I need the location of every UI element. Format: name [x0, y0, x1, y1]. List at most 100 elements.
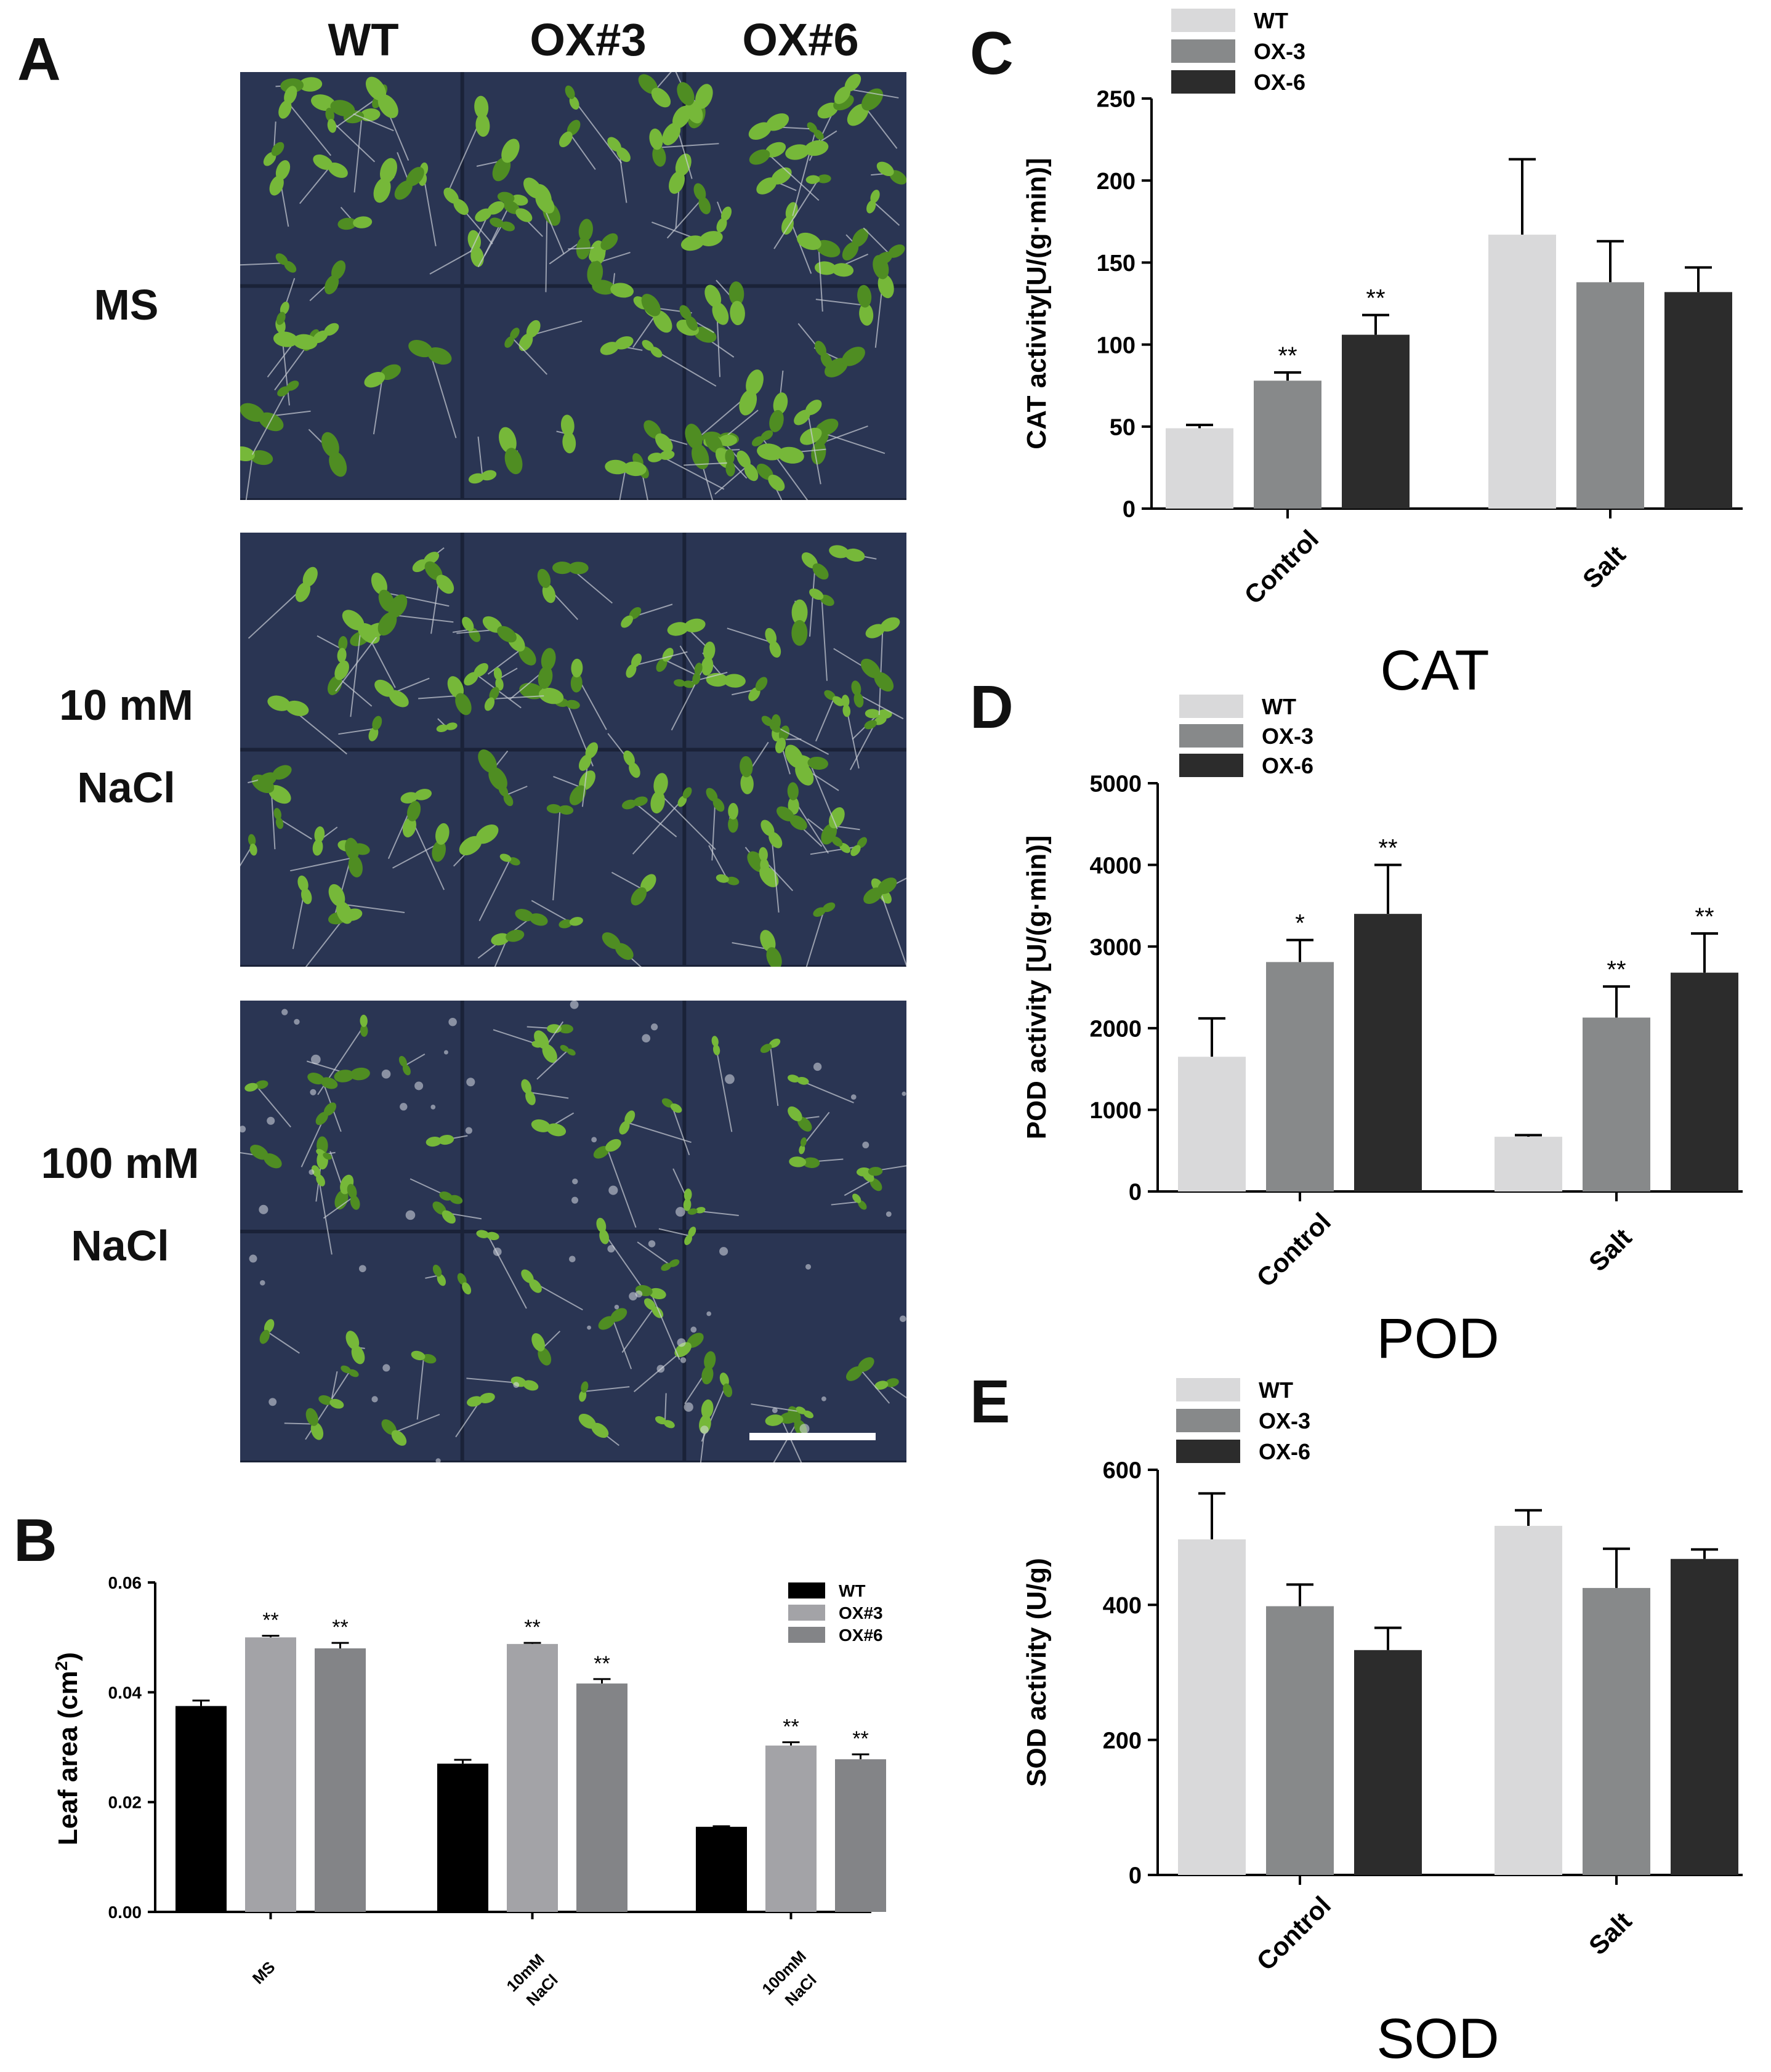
seedling-leaf: [760, 820, 775, 836]
seedling-leaf: [323, 1152, 332, 1160]
seedling: [316, 1148, 332, 1160]
seedling-leaf: [610, 283, 634, 298]
dead-seedling-speck: [443, 1050, 448, 1055]
seedling: [492, 139, 520, 182]
seedling-leaf: [842, 704, 851, 717]
seedling: [813, 902, 836, 917]
seedling-leaf: [711, 1036, 719, 1047]
seedling-leaf: [839, 842, 851, 853]
seedling-leaf: [285, 700, 309, 717]
seedling: [739, 369, 764, 416]
seedling-photo-10mm-nacl: [240, 533, 906, 967]
seedling: [621, 796, 648, 810]
seedling-leaf: [695, 1207, 706, 1214]
seedling-leaf: [546, 1123, 567, 1137]
seedling-leaf: [267, 695, 291, 711]
seedling-leaf: [850, 845, 861, 857]
seedling-leaf: [651, 87, 671, 108]
dead-seedling-speck: [902, 1091, 906, 1096]
seedling-leaf: [464, 672, 478, 686]
seedling-leaf: [644, 1298, 656, 1310]
seedling-leaf: [318, 1395, 333, 1405]
seedling-leaf: [271, 142, 284, 156]
row-label-10mm: 10 mM NaCl: [28, 664, 225, 829]
seedling-leaf: [602, 932, 621, 949]
y-tick-label: 4000: [1089, 853, 1142, 879]
seedling-leaf: [525, 1090, 536, 1105]
seedling: [797, 232, 841, 257]
seedling-leaf: [736, 450, 751, 468]
seedling-leaf: [865, 624, 886, 639]
seedling-leaf: [443, 187, 459, 204]
dead-seedling-speck: [772, 1408, 778, 1413]
seedling-leaf: [244, 1082, 258, 1092]
seedling-leaf: [442, 1210, 456, 1224]
seedling: [684, 1227, 696, 1246]
seedling-leaf: [264, 1319, 275, 1333]
seedling-leaf: [694, 663, 703, 675]
seedling-leaf: [391, 1430, 407, 1446]
seedling-leaf: [388, 594, 408, 618]
seedling-leaf: [432, 1201, 446, 1215]
legend-label: OX-6: [1254, 70, 1305, 95]
bar-ox-3: [765, 1745, 817, 1912]
dead-seedling-speck: [677, 1338, 686, 1347]
seedling-leaf: [769, 722, 781, 733]
seedling: [759, 847, 769, 873]
seedling: [873, 255, 894, 299]
seedling-leaf: [432, 1264, 442, 1277]
y-tick-label: 0.06: [108, 1573, 142, 1592]
seedling-leaf: [240, 446, 255, 462]
legend-swatch: [788, 1605, 825, 1621]
seedling: [619, 1110, 635, 1135]
y-axis-title-end: ): [53, 1652, 83, 1661]
seedling: [598, 1308, 627, 1330]
seedling-leaf: [820, 594, 834, 607]
seedling-leaf: [474, 663, 488, 677]
significance-mark: **: [332, 1616, 348, 1639]
seedling: [345, 1331, 365, 1365]
dead-seedling-speck: [371, 1396, 378, 1403]
seedling-leaf: [607, 137, 621, 152]
seedling: [824, 690, 844, 706]
seedling-root: [661, 456, 725, 490]
seedling-root: [266, 1331, 300, 1354]
seedling-leaf: [259, 412, 284, 432]
seedling-leaf: [264, 1153, 282, 1169]
seedling: [863, 877, 897, 905]
seedling-leaf: [328, 884, 345, 907]
seedling-leaf: [803, 1410, 814, 1419]
seedling-leaf: [655, 433, 673, 453]
seedling-leaf: [559, 805, 574, 815]
legend-label: WT: [839, 1581, 866, 1600]
seedling-root: [478, 859, 511, 921]
seedling-root: [511, 337, 548, 375]
seedling-leaf: [311, 94, 336, 111]
seedling-leaf: [467, 1396, 483, 1407]
seedling-leaf: [462, 616, 474, 632]
seedling-leaf: [775, 738, 786, 754]
seedling-leaf: [360, 1014, 368, 1027]
seedling-root: [637, 1241, 671, 1266]
seedling: [371, 572, 395, 612]
dead-seedling-speck: [571, 1196, 579, 1204]
seedling-leaf: [765, 1414, 783, 1426]
seedling-leaf: [815, 240, 841, 257]
seedling: [661, 1259, 680, 1271]
legend-label: OX-3: [1254, 39, 1305, 64]
seedling: [521, 1079, 536, 1105]
seedling: [693, 183, 711, 214]
seedling-leaf: [832, 263, 854, 277]
seedling-leaf: [400, 792, 418, 804]
seedling-leaf: [482, 616, 502, 633]
seedling: [857, 284, 874, 326]
seedling-leaf: [284, 260, 297, 273]
seedling-leaf: [248, 834, 256, 847]
seedling-leaf: [510, 328, 520, 339]
seedling: [552, 562, 589, 574]
seedling: [534, 1030, 557, 1063]
seedling-leaf: [813, 129, 824, 140]
seedling-leaf: [422, 1353, 437, 1364]
seedling-leaf: [851, 680, 861, 696]
dead-seedling-speck: [591, 1137, 597, 1143]
